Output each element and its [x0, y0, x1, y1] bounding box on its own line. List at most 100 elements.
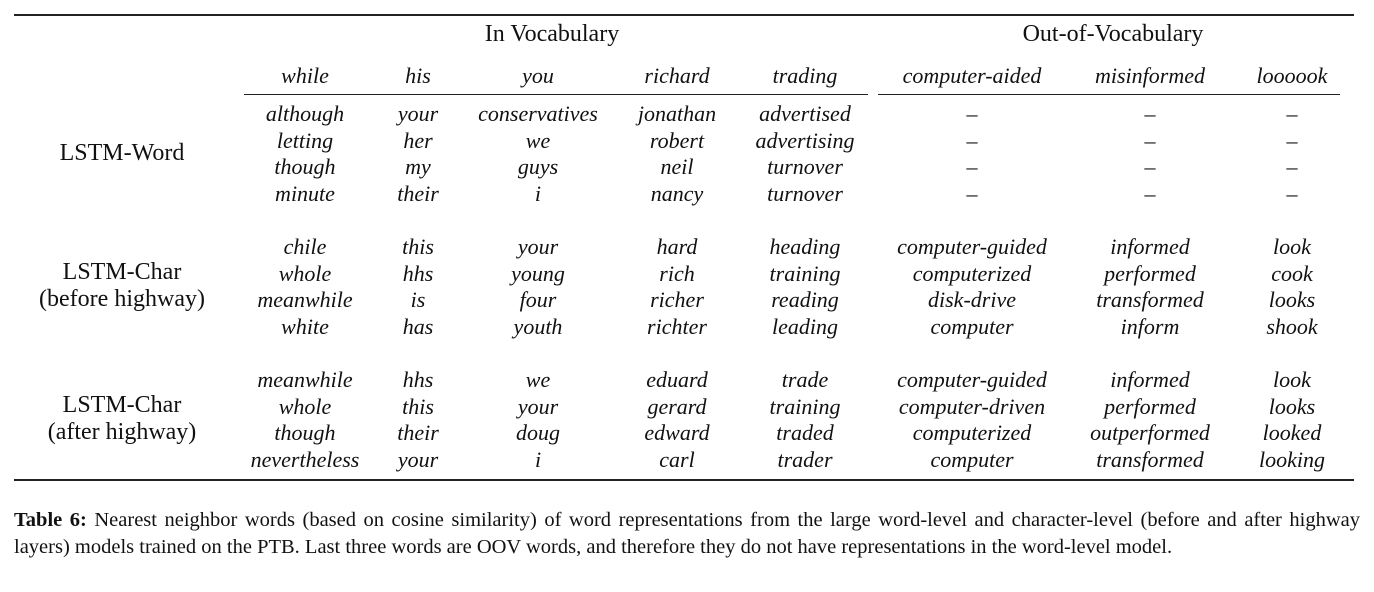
neighbor-word: robert: [649, 127, 705, 153]
neighbor-cell: computer-guided computer-driven computeriz…: [897, 367, 1047, 473]
neighbor-word: your: [517, 234, 559, 259]
neighbor-word: chile: [283, 234, 327, 259]
neighbor-word: this: [402, 234, 434, 259]
table-caption: Table 6: Nearest neighbor words (based o…: [14, 507, 1360, 560]
neighbor-word: their: [397, 420, 439, 445]
neighbor-word: their: [397, 180, 439, 206]
neighbor-word: nevertheless: [250, 446, 360, 472]
neighbor-word: we: [525, 127, 551, 153]
neighbor-word: turnover: [767, 180, 843, 206]
column-header-richard: richard: [644, 63, 710, 88]
in-vocab-group-rule: [244, 94, 868, 95]
out-of-vocabulary-header: Out-of-Vocabulary: [1022, 21, 1204, 47]
neighbor-cell: we your doug i: [516, 367, 560, 473]
row-label-line: LSTM-Char: [62, 259, 182, 285]
neighbor-word: hard: [656, 234, 698, 259]
neighbor-word: though: [274, 420, 336, 445]
neighbor-word: this: [402, 393, 434, 419]
neighbor-word: i: [534, 180, 542, 206]
neighbor-cell: this hhs is has: [402, 234, 434, 340]
neighbor-word: traded: [776, 420, 834, 445]
neighbor-word: –: [966, 154, 978, 179]
neighbor-cell: – – – –: [1287, 101, 1298, 207]
column-header-his: his: [405, 63, 431, 88]
neighbor-word: four: [519, 287, 557, 312]
neighbor-word: informed: [1110, 367, 1190, 392]
neighbor-cell: jonathan robert neil nancy: [638, 101, 716, 207]
column-header-trading: trading: [772, 63, 838, 88]
neighbor-cell: eduard gerard edward carl: [644, 367, 709, 473]
neighbor-word: whole: [278, 393, 332, 419]
neighbor-word: trader: [777, 446, 833, 472]
neighbor-word: look: [1273, 367, 1311, 392]
neighbor-word: cook: [1271, 260, 1313, 286]
neighbor-word: performed: [1104, 260, 1196, 286]
column-header-loooook: loooook: [1256, 63, 1328, 88]
neighbor-word: young: [511, 260, 565, 286]
row-label-lstm-word: LSTM-Word: [60, 140, 185, 167]
row-label-line: LSTM-Word: [59, 140, 185, 166]
neighbor-word: minute: [275, 180, 335, 206]
neighbor-word: your: [397, 446, 439, 472]
neighbor-cell: trade training traded trader: [770, 367, 841, 473]
neighbor-word: –: [1144, 180, 1156, 206]
neighbor-word: though: [274, 154, 336, 179]
neighbor-word: –: [1144, 127, 1156, 153]
neighbor-cell: meanwhile whole though nevertheless: [251, 367, 360, 473]
neighbor-word: nancy: [650, 180, 704, 206]
neighbor-cell: conservatives we guys i: [478, 101, 598, 207]
neighbor-word: richer: [650, 287, 704, 312]
neighbor-word: white: [281, 313, 329, 339]
column-header-computer-aided: computer-aided: [902, 63, 1042, 88]
neighbor-word: –: [1144, 101, 1156, 126]
neighbor-cell: advertised advertising turnover turnover: [756, 101, 855, 207]
neighbor-word: –: [1286, 101, 1298, 126]
neighbor-word: looking: [1259, 446, 1325, 472]
neighbor-word: computer: [930, 313, 1014, 339]
neighbor-word: whole: [278, 260, 332, 286]
neighbor-word: advertised: [759, 101, 851, 126]
neighbor-cell: – – – –: [1145, 101, 1156, 207]
neighbor-word: conservatives: [478, 101, 598, 126]
neighbor-cell: hard rich richer richter: [647, 234, 707, 340]
neighbor-word: computer: [930, 446, 1014, 472]
neighbor-word: computer-guided: [897, 367, 1047, 392]
neighbor-word: edward: [644, 420, 710, 445]
neighbor-word: jonathan: [637, 101, 717, 126]
neighbor-word: inform: [1120, 313, 1180, 339]
neighbor-word: –: [966, 127, 978, 153]
neighbor-word: her: [403, 127, 433, 153]
neighbor-word: outperformed: [1090, 420, 1210, 445]
neighbor-word: looked: [1262, 420, 1322, 445]
neighbor-word: transformed: [1096, 446, 1204, 472]
neighbor-word: carl: [659, 446, 695, 472]
neighbor-cell: your young four youth: [511, 234, 565, 340]
neighbor-word: although: [265, 101, 345, 126]
neighbor-word: computer-guided: [897, 234, 1047, 259]
neighbor-cell: although letting though minute: [266, 101, 344, 207]
neighbor-word: transformed: [1096, 287, 1204, 312]
neighbor-word: informed: [1110, 234, 1190, 259]
row-label-lstm-char-before-highway: LSTM-Char (before highway): [39, 259, 205, 313]
neighbor-cell: look cook looks shook: [1266, 234, 1317, 340]
neighbor-word: performed: [1104, 393, 1196, 419]
neighbor-word: –: [966, 101, 978, 126]
neighbor-word: –: [1286, 127, 1298, 153]
table-top-rule: [14, 14, 1354, 16]
neighbor-word: shook: [1266, 313, 1318, 339]
neighbor-word: my: [405, 154, 431, 179]
neighbor-word: guys: [517, 154, 559, 179]
column-header-while: while: [281, 63, 329, 88]
neighbor-word: turnover: [767, 154, 843, 179]
neighbor-word: we: [525, 367, 551, 392]
row-label-line: LSTM-Char: [62, 392, 182, 418]
neighbor-word: looks: [1268, 287, 1316, 312]
neighbor-word: computerized: [912, 420, 1032, 445]
neighbor-word: look: [1273, 234, 1311, 259]
row-label-line: (after highway): [47, 419, 197, 445]
in-vocabulary-header: In Vocabulary: [484, 21, 620, 47]
neighbor-word: rich: [659, 260, 695, 286]
neighbor-cell: look looks looked looking: [1259, 367, 1325, 473]
neighbor-word: meanwhile: [257, 287, 353, 312]
neighbor-cell: computer-guided computerized disk-drive com…: [897, 234, 1047, 340]
